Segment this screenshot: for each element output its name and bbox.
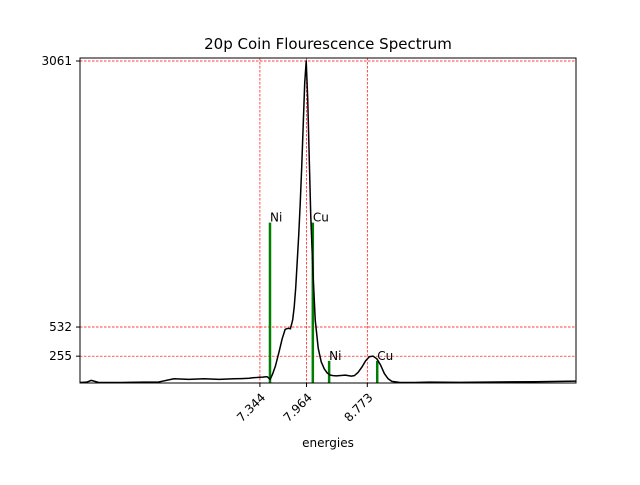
- chart-title: 20p Coin Flourescence Spectrum: [204, 35, 452, 53]
- y-tick-label-0: 255: [49, 349, 72, 363]
- y-tick-label-2: 3061: [41, 54, 72, 68]
- y-tick-label-1: 532: [49, 320, 72, 334]
- emission-label-ni-0: Ni: [270, 211, 282, 225]
- spectrum-line: [79, 60, 577, 384]
- reference-lines: [80, 58, 576, 383]
- emission-label-cu-1: Cu: [313, 211, 329, 225]
- x-axis-label: energies: [302, 436, 354, 450]
- emission-label-cu-3: Cu: [377, 349, 393, 363]
- plot-area-frame: [79, 57, 577, 384]
- spectrum-series: [79, 60, 577, 384]
- emission-label-ni-2: Ni: [329, 349, 341, 363]
- y-axis-ticks: 255 532 3061: [41, 54, 80, 363]
- emission-lines: Ni Cu Ni Cu: [268, 211, 393, 383]
